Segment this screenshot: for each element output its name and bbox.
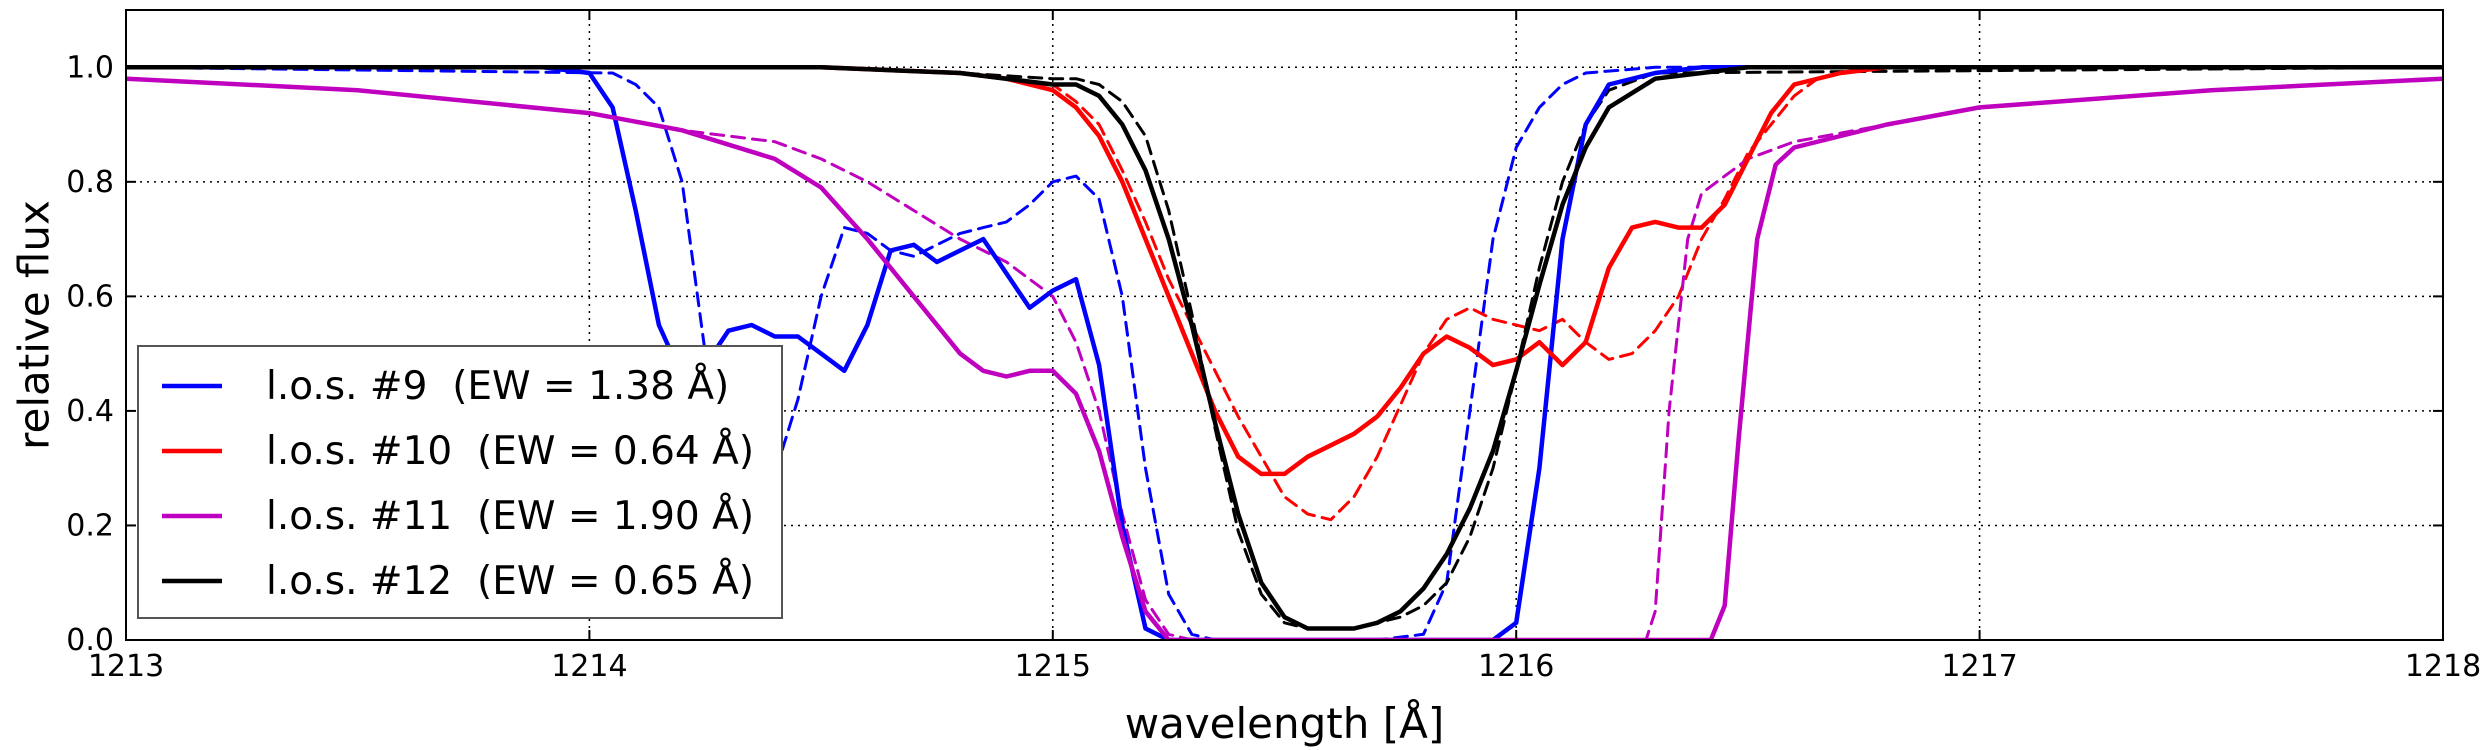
legend-label: l.o.s. #12 (EW = 0.65 Å) bbox=[266, 557, 754, 604]
y-tick-label: 1.0 bbox=[66, 50, 114, 85]
series-layer bbox=[126, 65, 2443, 640]
legend-box bbox=[137, 345, 783, 619]
x-tick-label: 1217 bbox=[1941, 649, 2017, 684]
x-tick-label: 1215 bbox=[1015, 649, 1091, 684]
y-tick-label: 0.0 bbox=[66, 623, 114, 658]
legend-label: l.o.s. #10 (EW = 0.64 Å) bbox=[266, 427, 754, 474]
series-line-l-o-s-10-ew-0-64 bbox=[126, 65, 2443, 477]
x-tick-label: 1218 bbox=[2405, 649, 2481, 684]
y-tick-label: 0.8 bbox=[66, 165, 114, 200]
plot-frame bbox=[125, 9, 2444, 641]
y-tick-label: 0.2 bbox=[66, 508, 114, 543]
axis-ticks: 1213 1214 1215 1216 1217 1218 0.0 0.2 0.4 0.6 0.8 1… bbox=[66, 10, 2481, 684]
series-line-l-o-s-12-dashed bbox=[126, 65, 2443, 630]
y-axis-label: relative flux bbox=[10, 200, 59, 450]
y-tick-label: 0.4 bbox=[66, 394, 114, 429]
series-line-l-o-s-11-dashed bbox=[126, 77, 2443, 640]
series-line-l-o-s-11-ew-1-90 bbox=[126, 76, 2443, 640]
series-line-l-o-s-12-ew-0-65 bbox=[126, 65, 2443, 631]
y-tick-label: 0.6 bbox=[66, 279, 114, 314]
legend-label: l.o.s. #9 (EW = 1.38 Å) bbox=[266, 362, 729, 409]
legend: l.o.s. #9 (EW = 1.38 Å) l.o.s. #10 (EW = … bbox=[137, 345, 783, 619]
x-tick-label: 1216 bbox=[1478, 649, 1554, 684]
x-axis-label: wavelength [Å] bbox=[1125, 698, 1445, 748]
x-tick-label: 1214 bbox=[551, 649, 627, 684]
x-tick-label: 1213 bbox=[88, 649, 164, 684]
legend-label: l.o.s. #11 (EW = 1.90 Å) bbox=[266, 492, 754, 539]
